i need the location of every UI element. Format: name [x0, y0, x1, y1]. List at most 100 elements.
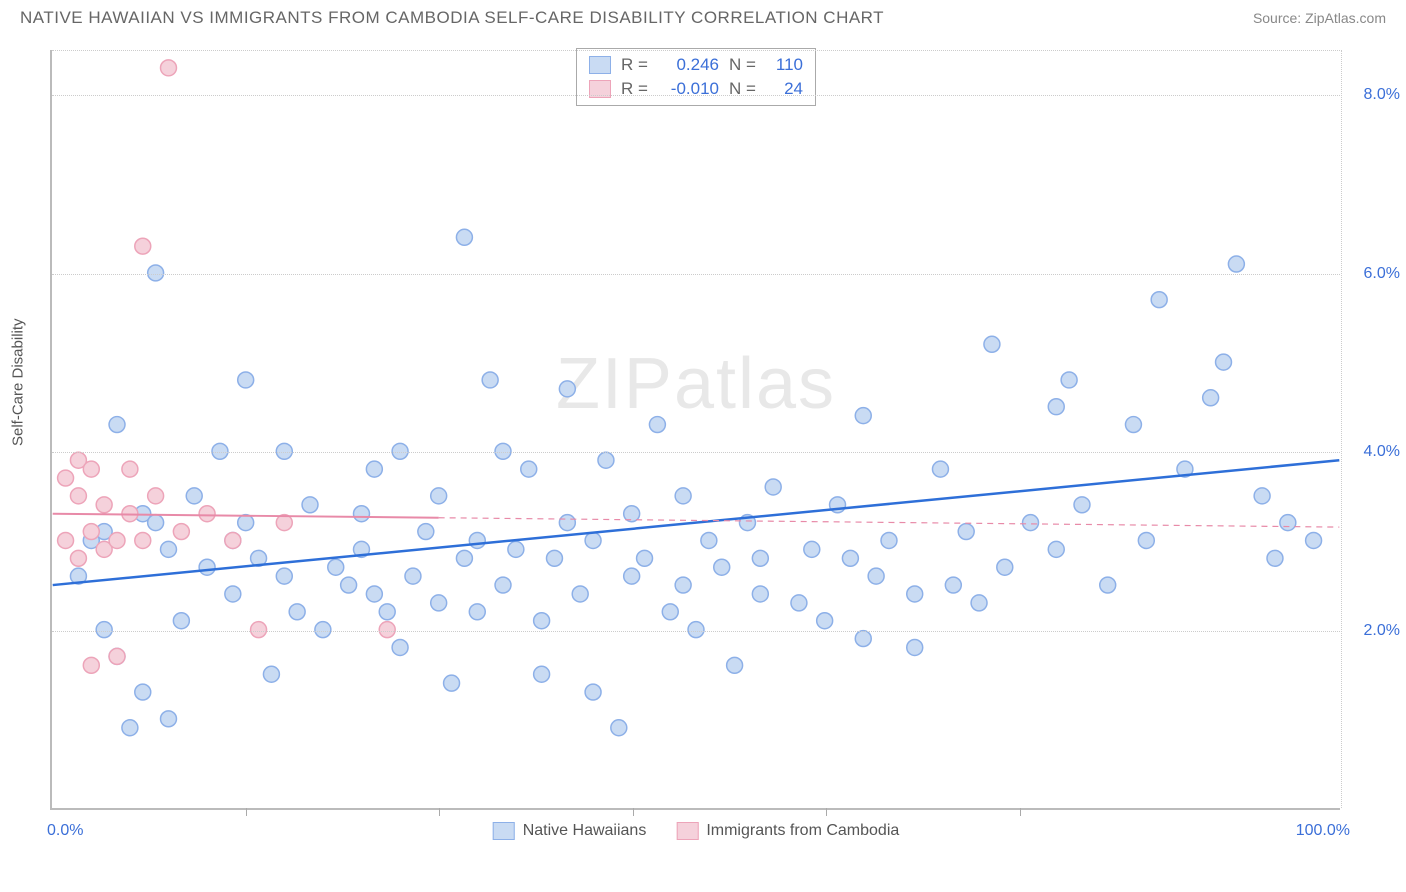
data-point [431, 488, 447, 504]
data-point [1100, 577, 1116, 593]
legend-item: Immigrants from Cambodia [676, 822, 899, 840]
x-tick-mark [826, 808, 827, 816]
data-point [276, 443, 292, 459]
data-point [1203, 390, 1219, 406]
chart-plot-area: ZIPatlas R = 0.246 N = 110 R = -0.010 N … [50, 50, 1340, 810]
data-point [70, 488, 86, 504]
data-point [161, 541, 177, 557]
data-point [186, 488, 202, 504]
data-point [366, 461, 382, 477]
data-point [1074, 497, 1090, 513]
data-point [251, 622, 267, 638]
data-point [148, 515, 164, 531]
data-point [932, 461, 948, 477]
x-tick-mark [633, 808, 634, 816]
data-point [405, 568, 421, 584]
data-point [469, 532, 485, 548]
stat-r-label: R = [621, 55, 649, 75]
data-point [173, 613, 189, 629]
bottom-legend: Native Hawaiians Immigrants from Cambodi… [493, 822, 900, 840]
data-point [559, 381, 575, 397]
data-point [302, 497, 318, 513]
data-point [1228, 256, 1244, 272]
data-point [456, 550, 472, 566]
data-point [572, 586, 588, 602]
data-point [109, 417, 125, 433]
data-point [958, 524, 974, 540]
data-point [1216, 354, 1232, 370]
data-point [598, 452, 614, 468]
data-point [637, 550, 653, 566]
data-point [135, 238, 151, 254]
stats-legend-box: R = 0.246 N = 110 R = -0.010 N = 24 [576, 48, 816, 106]
data-point [997, 559, 1013, 575]
source-label: Source: [1253, 10, 1301, 26]
data-point [276, 568, 292, 584]
x-tick-mark [1020, 808, 1021, 816]
data-point [456, 229, 472, 245]
data-point [173, 524, 189, 540]
data-point [238, 515, 254, 531]
data-point [225, 586, 241, 602]
data-point [341, 577, 357, 593]
data-point [1267, 550, 1283, 566]
data-point [161, 60, 177, 76]
data-point [379, 604, 395, 620]
stats-row: R = 0.246 N = 110 [589, 53, 803, 77]
legend-label: Native Hawaiians [523, 822, 647, 840]
legend-item: Native Hawaiians [493, 822, 647, 840]
chart-header: NATIVE HAWAIIAN VS IMMIGRANTS FROM CAMBO… [0, 0, 1406, 32]
source-name: ZipAtlas.com [1305, 10, 1386, 26]
data-point [534, 666, 550, 682]
data-point [1023, 515, 1039, 531]
data-point [624, 568, 640, 584]
stat-r-value: 0.246 [659, 55, 719, 75]
data-point [199, 559, 215, 575]
chart-title: NATIVE HAWAIIAN VS IMMIGRANTS FROM CAMBO… [20, 8, 884, 28]
data-point [752, 586, 768, 602]
gridline [52, 95, 1340, 96]
data-point [366, 586, 382, 602]
data-point [765, 479, 781, 495]
data-point [289, 604, 305, 620]
data-point [868, 568, 884, 584]
scatter-svg [52, 50, 1340, 808]
stat-n-value: 24 [767, 79, 803, 99]
data-point [418, 524, 434, 540]
data-point [354, 506, 370, 522]
stat-n-label: N = [729, 55, 757, 75]
data-point [379, 622, 395, 638]
y-tick-label: 4.0% [1350, 443, 1400, 461]
source-attribution: Source: ZipAtlas.com [1253, 10, 1386, 26]
x-tick-mark [439, 808, 440, 816]
data-point [1151, 292, 1167, 308]
data-point [1125, 417, 1141, 433]
data-point [1138, 532, 1154, 548]
data-point [907, 640, 923, 656]
stat-r-value: -0.010 [659, 79, 719, 99]
data-point [148, 488, 164, 504]
data-point [135, 684, 151, 700]
x-tick-mark [246, 808, 247, 816]
data-point [122, 461, 138, 477]
data-point [96, 497, 112, 513]
x-axis-min-label: 0.0% [47, 822, 83, 840]
data-point [559, 515, 575, 531]
data-point [611, 720, 627, 736]
data-point [83, 657, 99, 673]
legend-swatch [589, 56, 611, 74]
data-point [675, 488, 691, 504]
data-point [495, 577, 511, 593]
data-point [70, 550, 86, 566]
y-axis-label: Self-Care Disability [10, 318, 27, 446]
data-point [546, 550, 562, 566]
data-point [714, 559, 730, 575]
data-point [534, 613, 550, 629]
data-point [855, 631, 871, 647]
gridline [52, 50, 1340, 51]
data-point [945, 577, 961, 593]
y-tick-label: 6.0% [1350, 265, 1400, 283]
legend-label: Immigrants from Cambodia [706, 822, 899, 840]
data-point [881, 532, 897, 548]
stat-n-label: N = [729, 79, 757, 99]
